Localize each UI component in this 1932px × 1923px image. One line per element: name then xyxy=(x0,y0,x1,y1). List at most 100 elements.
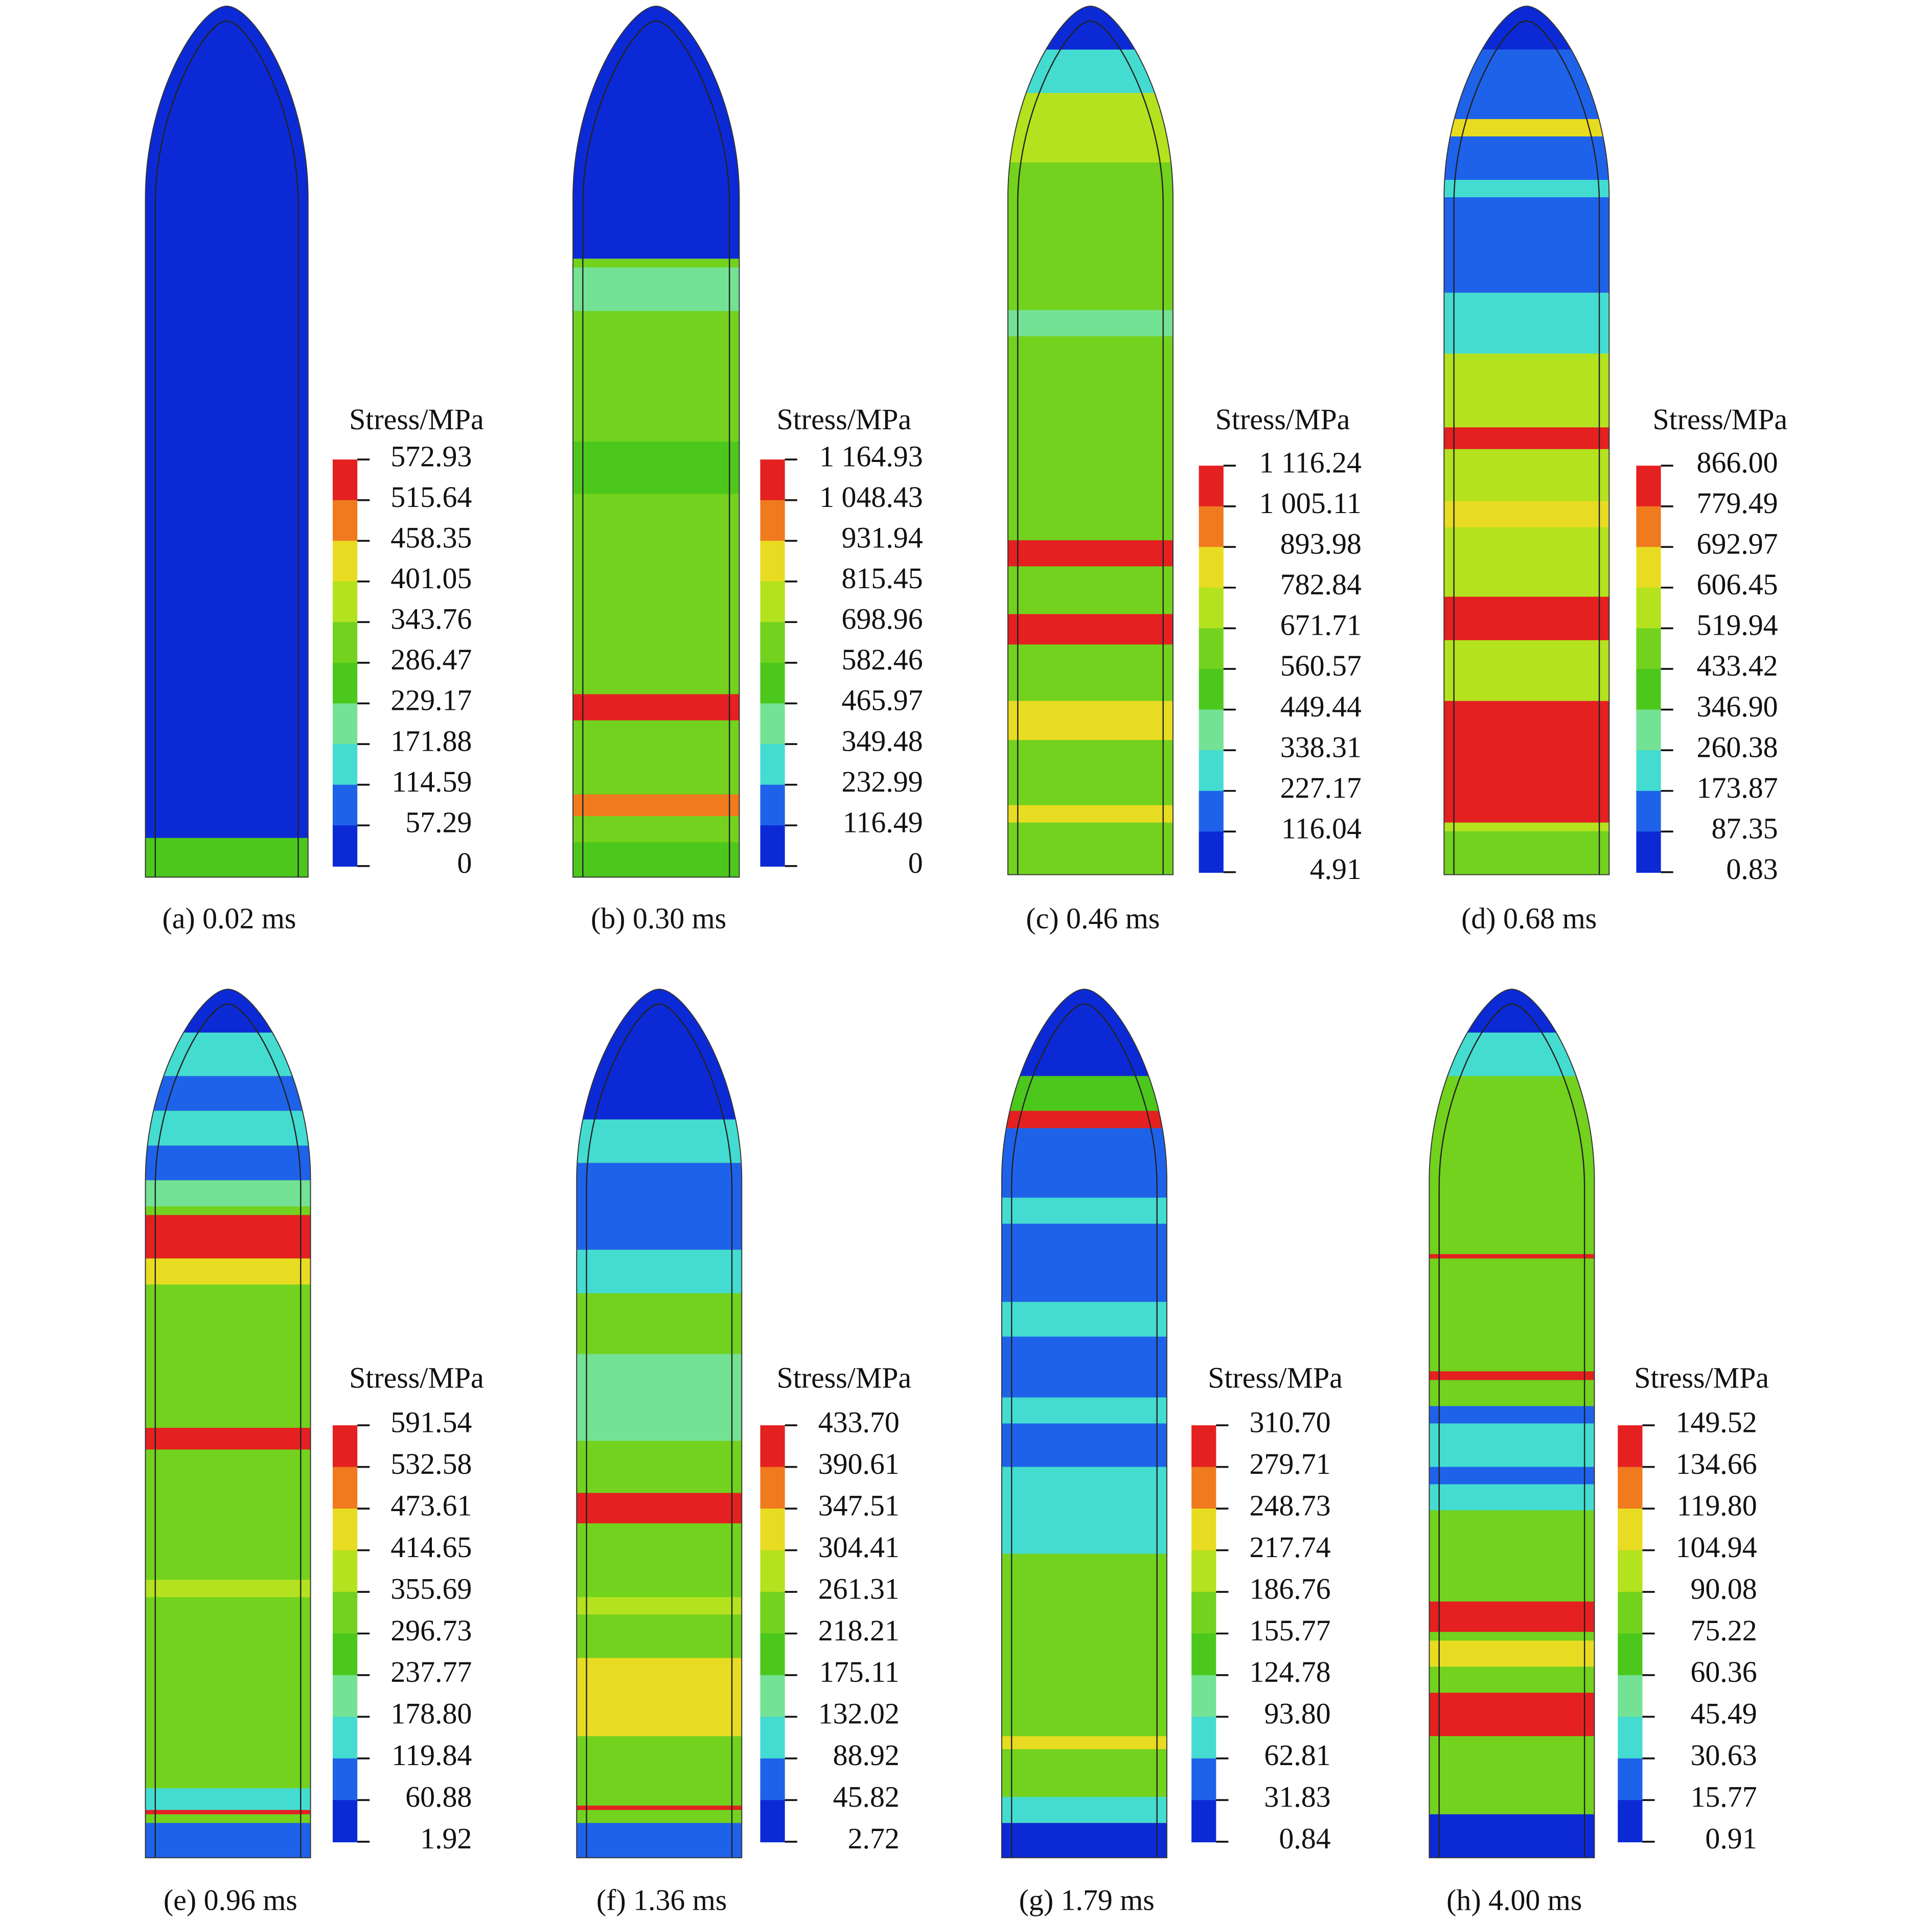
colorbar-segment xyxy=(760,1758,785,1801)
legend-title: Stress/MPa xyxy=(777,1361,912,1395)
colorbar-segment xyxy=(332,581,358,623)
stress-band xyxy=(1001,1397,1167,1424)
stress-band xyxy=(1429,1601,1595,1632)
inner-outline xyxy=(1453,20,1600,875)
legend-title: Stress/MPa xyxy=(1653,403,1788,436)
outline xyxy=(145,6,309,878)
stress-band xyxy=(577,1493,742,1523)
stress-band xyxy=(1001,1736,1167,1749)
caption: (g) 1.79 ms xyxy=(1019,1884,1155,1917)
colorbar-segment xyxy=(1191,1717,1216,1759)
stress-band xyxy=(577,1354,742,1441)
colorbar-segment xyxy=(332,1592,358,1634)
stress-band xyxy=(1001,1797,1167,1823)
colorbar-segment xyxy=(332,1800,358,1843)
colorbar-segment xyxy=(332,825,358,867)
stress-band xyxy=(1444,596,1609,640)
stress-band xyxy=(1007,310,1173,336)
outline xyxy=(1001,988,1167,1859)
legend-title: Stress/MPa xyxy=(1208,1361,1343,1395)
legend-label: 227.17 xyxy=(1280,771,1362,804)
stress-band xyxy=(1007,93,1173,163)
legend-label: 866.00 xyxy=(1697,446,1778,479)
colorbar-segment xyxy=(1618,1800,1643,1843)
stress-band xyxy=(1444,427,1609,449)
colorbar-segment xyxy=(760,662,785,704)
stress-band xyxy=(573,842,740,877)
colorbar-segment xyxy=(1199,750,1224,792)
legend-label: 296.73 xyxy=(390,1614,472,1647)
stress-band xyxy=(1444,701,1609,823)
outline xyxy=(1007,6,1174,875)
stress-band xyxy=(145,1032,311,1076)
legend-label: 60.36 xyxy=(1690,1655,1757,1688)
legend-label: 931.94 xyxy=(842,521,923,554)
stress-band xyxy=(1001,1467,1167,1554)
stress-band xyxy=(573,259,740,877)
projectile xyxy=(573,6,740,877)
legend-label: 473.61 xyxy=(390,1489,472,1522)
stress-band xyxy=(1007,701,1173,740)
stress-band xyxy=(1444,179,1609,197)
stress-band xyxy=(577,1597,742,1615)
legend-label: 119.80 xyxy=(1677,1489,1757,1522)
stress-band xyxy=(145,1810,311,1815)
colorbar-segment xyxy=(1199,547,1224,589)
outline xyxy=(572,6,740,878)
colorbar-segment xyxy=(332,744,358,785)
legend-label: 155.77 xyxy=(1249,1614,1330,1647)
legend-label: 30.63 xyxy=(1690,1739,1757,1772)
stress-band xyxy=(1429,1254,1595,1259)
colorbar-segment xyxy=(760,1675,785,1718)
legend-label: 4.91 xyxy=(1310,852,1362,886)
legend-label: 591.54 xyxy=(390,1405,472,1439)
legend-label: 217.74 xyxy=(1249,1531,1330,1564)
stress-band xyxy=(1444,292,1609,354)
colorbar-segment xyxy=(332,541,358,583)
legend-label: 815.45 xyxy=(842,562,923,595)
stress-band xyxy=(1001,1302,1167,1337)
colorbar-segment xyxy=(760,1633,785,1676)
legend-label: 346.90 xyxy=(1697,690,1778,723)
inner-outline xyxy=(1010,1003,1158,1858)
legend-label: 449.44 xyxy=(1280,690,1362,723)
stress-band xyxy=(145,1215,311,1259)
legend-title: Stress/MPa xyxy=(1634,1361,1769,1395)
legend-label: 62.81 xyxy=(1264,1739,1330,1772)
stress-band xyxy=(573,794,740,817)
stress-band xyxy=(1444,501,1609,527)
colorbar-segment xyxy=(760,744,785,785)
legend-label: 349.48 xyxy=(842,724,923,757)
legend-label: 465.97 xyxy=(842,684,923,717)
legend-label: 1 048.43 xyxy=(819,480,923,514)
legend-label: 87.35 xyxy=(1711,812,1778,845)
legend-label: 1 164.93 xyxy=(819,439,923,473)
colorbar-segment xyxy=(1618,1592,1643,1634)
caption: (h) 4.00 ms xyxy=(1446,1884,1582,1917)
colorbar-segment xyxy=(1618,1758,1643,1801)
colorbar-segment xyxy=(1191,1633,1216,1676)
legend-label: 572.93 xyxy=(390,439,472,473)
legend-label: 116.49 xyxy=(843,805,923,839)
caption: (f) 1.36 ms xyxy=(596,1884,727,1917)
colorbar-segment xyxy=(760,825,785,867)
legend-label: 310.70 xyxy=(1249,1405,1330,1439)
stress-band xyxy=(1429,1814,1595,1858)
legend-label: 260.38 xyxy=(1697,730,1778,763)
legend-label: 582.46 xyxy=(842,643,923,676)
stress-band xyxy=(1429,1032,1595,1076)
stress-band xyxy=(1001,1823,1167,1858)
colorbar-segment xyxy=(1191,1758,1216,1801)
stress-band xyxy=(577,989,742,1120)
projectile xyxy=(145,989,311,1858)
stress-band xyxy=(145,1110,311,1146)
colorbar-segment xyxy=(332,622,358,664)
stress-band xyxy=(573,694,740,721)
stress-band xyxy=(1429,1693,1595,1736)
colorbar-segment xyxy=(1636,506,1661,548)
colorbar-segment xyxy=(1199,587,1224,629)
stress-band xyxy=(577,1249,742,1293)
colorbar-segment xyxy=(760,1425,785,1468)
stress-band xyxy=(145,6,308,877)
stress-band xyxy=(573,267,740,311)
